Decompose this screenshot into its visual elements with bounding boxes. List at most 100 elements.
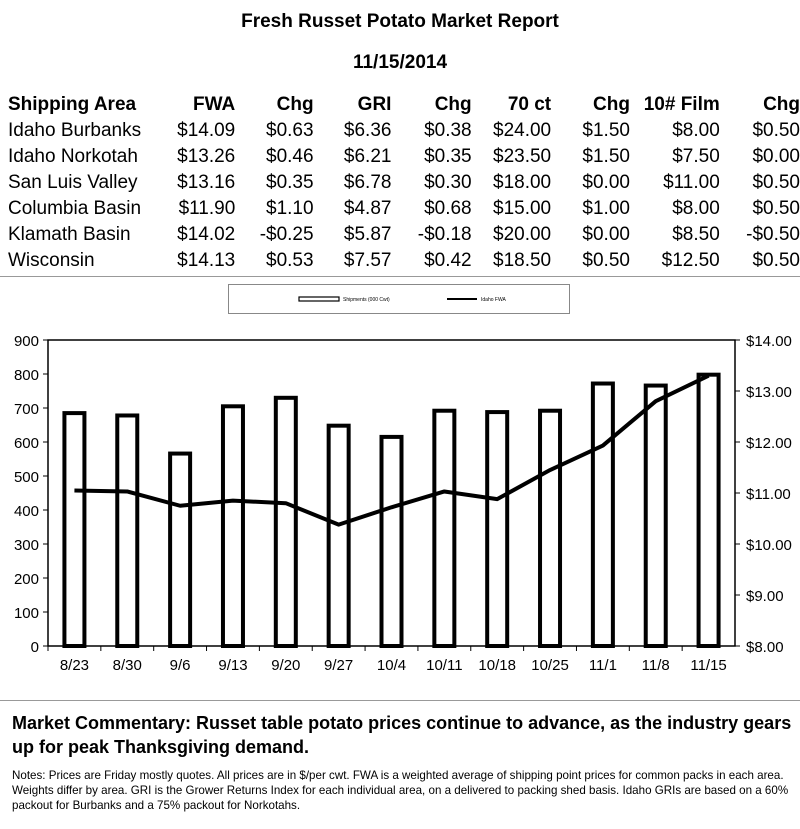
left-axis-tick-label: 600 <box>14 435 39 452</box>
shipment-bar <box>590 381 615 649</box>
left-axis-tick-label: 300 <box>14 537 39 554</box>
legend-label-idaho-fwa: Idaho FWA <box>481 297 506 303</box>
price-cell: $0.50 <box>752 198 800 219</box>
shipment-bar <box>168 451 193 648</box>
price-cell: $0.46 <box>266 146 314 167</box>
price-cell: $18.50 <box>493 250 552 271</box>
price-cell: -$0.25 <box>259 224 314 245</box>
price-cell: $1.00 <box>582 198 630 219</box>
shipping-area-cell: Klamath Basin <box>8 224 131 245</box>
x-axis-tick-label: 9/6 <box>170 657 191 674</box>
legend-bar-swatch <box>298 296 340 302</box>
price-cell: $0.50 <box>582 250 630 271</box>
legend-label-shipments: Shipments (000 Cwt) <box>343 297 390 303</box>
price-cell: $1.50 <box>582 120 630 141</box>
price-cell: $13.26 <box>177 146 236 167</box>
price-cell: -$0.18 <box>417 224 472 245</box>
shipping-area-cell: San Luis Valley <box>8 172 138 193</box>
price-cell: $7.50 <box>672 146 720 167</box>
header-shipping-area: Shipping Area <box>8 94 137 115</box>
shipping-area-cell: Idaho Norkotah <box>8 146 138 167</box>
shipment-bar <box>273 395 298 648</box>
left-axis-tick-label: 500 <box>14 469 39 486</box>
price-cell: $23.50 <box>493 146 552 167</box>
price-cell: $0.68 <box>424 198 472 219</box>
table-header-row: Shipping Area FWA Chg GRI Chg 70 ct Chg … <box>8 92 800 118</box>
shipment-bar <box>538 408 563 648</box>
price-cell: $0.00 <box>582 224 630 245</box>
table-row: Wisconsin $14.13 $0.53 $7.57 $0.42 $18.50 $0.5… <box>8 248 800 274</box>
price-cell: $0.00 <box>582 172 630 193</box>
table-row: Idaho Norkotah $13.26 $0.46 $6.21 $0.35 $23.5… <box>8 144 800 170</box>
price-cell: $4.87 <box>343 198 392 219</box>
left-axis-tick-label: 800 <box>14 367 39 384</box>
header-10-film: 10# Film <box>643 94 720 115</box>
price-cell: $0.50 <box>752 250 800 271</box>
price-cell: -$0.50 <box>746 224 800 245</box>
shipment-bar <box>115 413 140 649</box>
notes: Notes: Prices are Friday mostly quotes. … <box>12 769 789 812</box>
right-axis-tick-label: $9.00 <box>746 588 784 605</box>
market-commentary: Market Commentary: Russet table potato p… <box>12 713 792 757</box>
price-cell: $13.16 <box>177 172 236 193</box>
price-cell: $24.00 <box>493 120 552 141</box>
price-cell: $0.63 <box>266 120 314 141</box>
header-chg: Chg <box>434 94 472 115</box>
header-chg: Chg <box>763 94 800 115</box>
idaho-fwa-line <box>74 373 710 527</box>
shipping-area-cell: Idaho Burbanks <box>8 120 142 141</box>
table-row: Idaho Burbanks $14.09 $0.63 $6.36 $0.38 $24.0… <box>8 118 800 144</box>
table-row: San Luis Valley $13.16 $0.35 $6.78 $0.30 $18.… <box>8 170 800 196</box>
chart-legend: Shipments (000 Cwt) Idaho FWA <box>228 284 570 314</box>
x-axis-tick-label: 9/27 <box>324 657 353 674</box>
shipment-bar <box>696 372 721 649</box>
price-cell: $8.00 <box>672 120 720 141</box>
price-cell: $18.00 <box>493 172 552 193</box>
left-axis-tick-label: 0 <box>31 639 39 656</box>
x-axis-tick-label: 10/25 <box>531 657 569 674</box>
price-cell: $6.21 <box>343 146 392 167</box>
table-row: Columbia Basin $11.90 $1.10 $4.87 $0.68 $15.0… <box>8 196 800 222</box>
report-date: 11/15/2014 <box>352 52 448 73</box>
x-axis-tick-label: 8/23 <box>60 657 89 674</box>
price-cell: $1.50 <box>582 146 630 167</box>
right-axis-tick-label: $12.00 <box>746 435 792 452</box>
header-chg: Chg <box>593 94 630 115</box>
right-axis-tick-label: $8.00 <box>746 639 784 656</box>
left-axis-tick-label: 700 <box>14 401 39 418</box>
shipping-area-cell: Columbia Basin <box>8 198 142 219</box>
header-fwa: FWA <box>193 94 236 115</box>
price-cell: $0.53 <box>266 250 314 271</box>
x-axis-tick-label: 10/4 <box>377 657 406 674</box>
price-cell: $0.38 <box>424 120 472 141</box>
price-cell: $1.10 <box>266 198 314 219</box>
right-axis-tick-label: $14.00 <box>746 333 792 350</box>
shipment-bar <box>379 434 404 649</box>
x-axis-tick-label: 9/13 <box>218 657 247 674</box>
shipment-bar <box>326 423 351 649</box>
shipment-bar <box>432 408 457 648</box>
price-cell: $0.50 <box>752 172 800 193</box>
price-cell: $6.78 <box>343 172 392 193</box>
price-cell: $12.50 <box>661 250 720 271</box>
price-cell: $15.00 <box>493 198 552 219</box>
price-cell: $7.57 <box>343 250 392 271</box>
shipment-bar <box>643 383 668 648</box>
price-cell: $0.50 <box>752 120 800 141</box>
x-axis-tick-label: 11/8 <box>642 657 670 674</box>
price-cell: $11.90 <box>178 198 236 219</box>
header-70-ct: 70 ct <box>507 94 552 115</box>
divider <box>0 700 800 701</box>
right-axis-tick-label: $11.00 <box>746 486 791 503</box>
left-axis-tick-label: 200 <box>14 571 39 588</box>
price-cell: $0.30 <box>424 172 472 193</box>
x-axis-tick-label: 8/30 <box>113 657 142 674</box>
price-cell: $5.87 <box>343 224 392 245</box>
shipping-area-cell: Wisconsin <box>8 250 95 271</box>
x-axis-tick-label: 10/11 <box>426 657 462 674</box>
x-axis-tick-label: 9/20 <box>271 657 300 674</box>
table-row: Klamath Basin $14.02 -$0.25 $5.87 -$0.18 $20.… <box>8 222 800 248</box>
price-cell: $11.00 <box>663 172 720 193</box>
price-cell: $14.02 <box>177 224 236 245</box>
price-cell: $8.00 <box>672 198 720 219</box>
